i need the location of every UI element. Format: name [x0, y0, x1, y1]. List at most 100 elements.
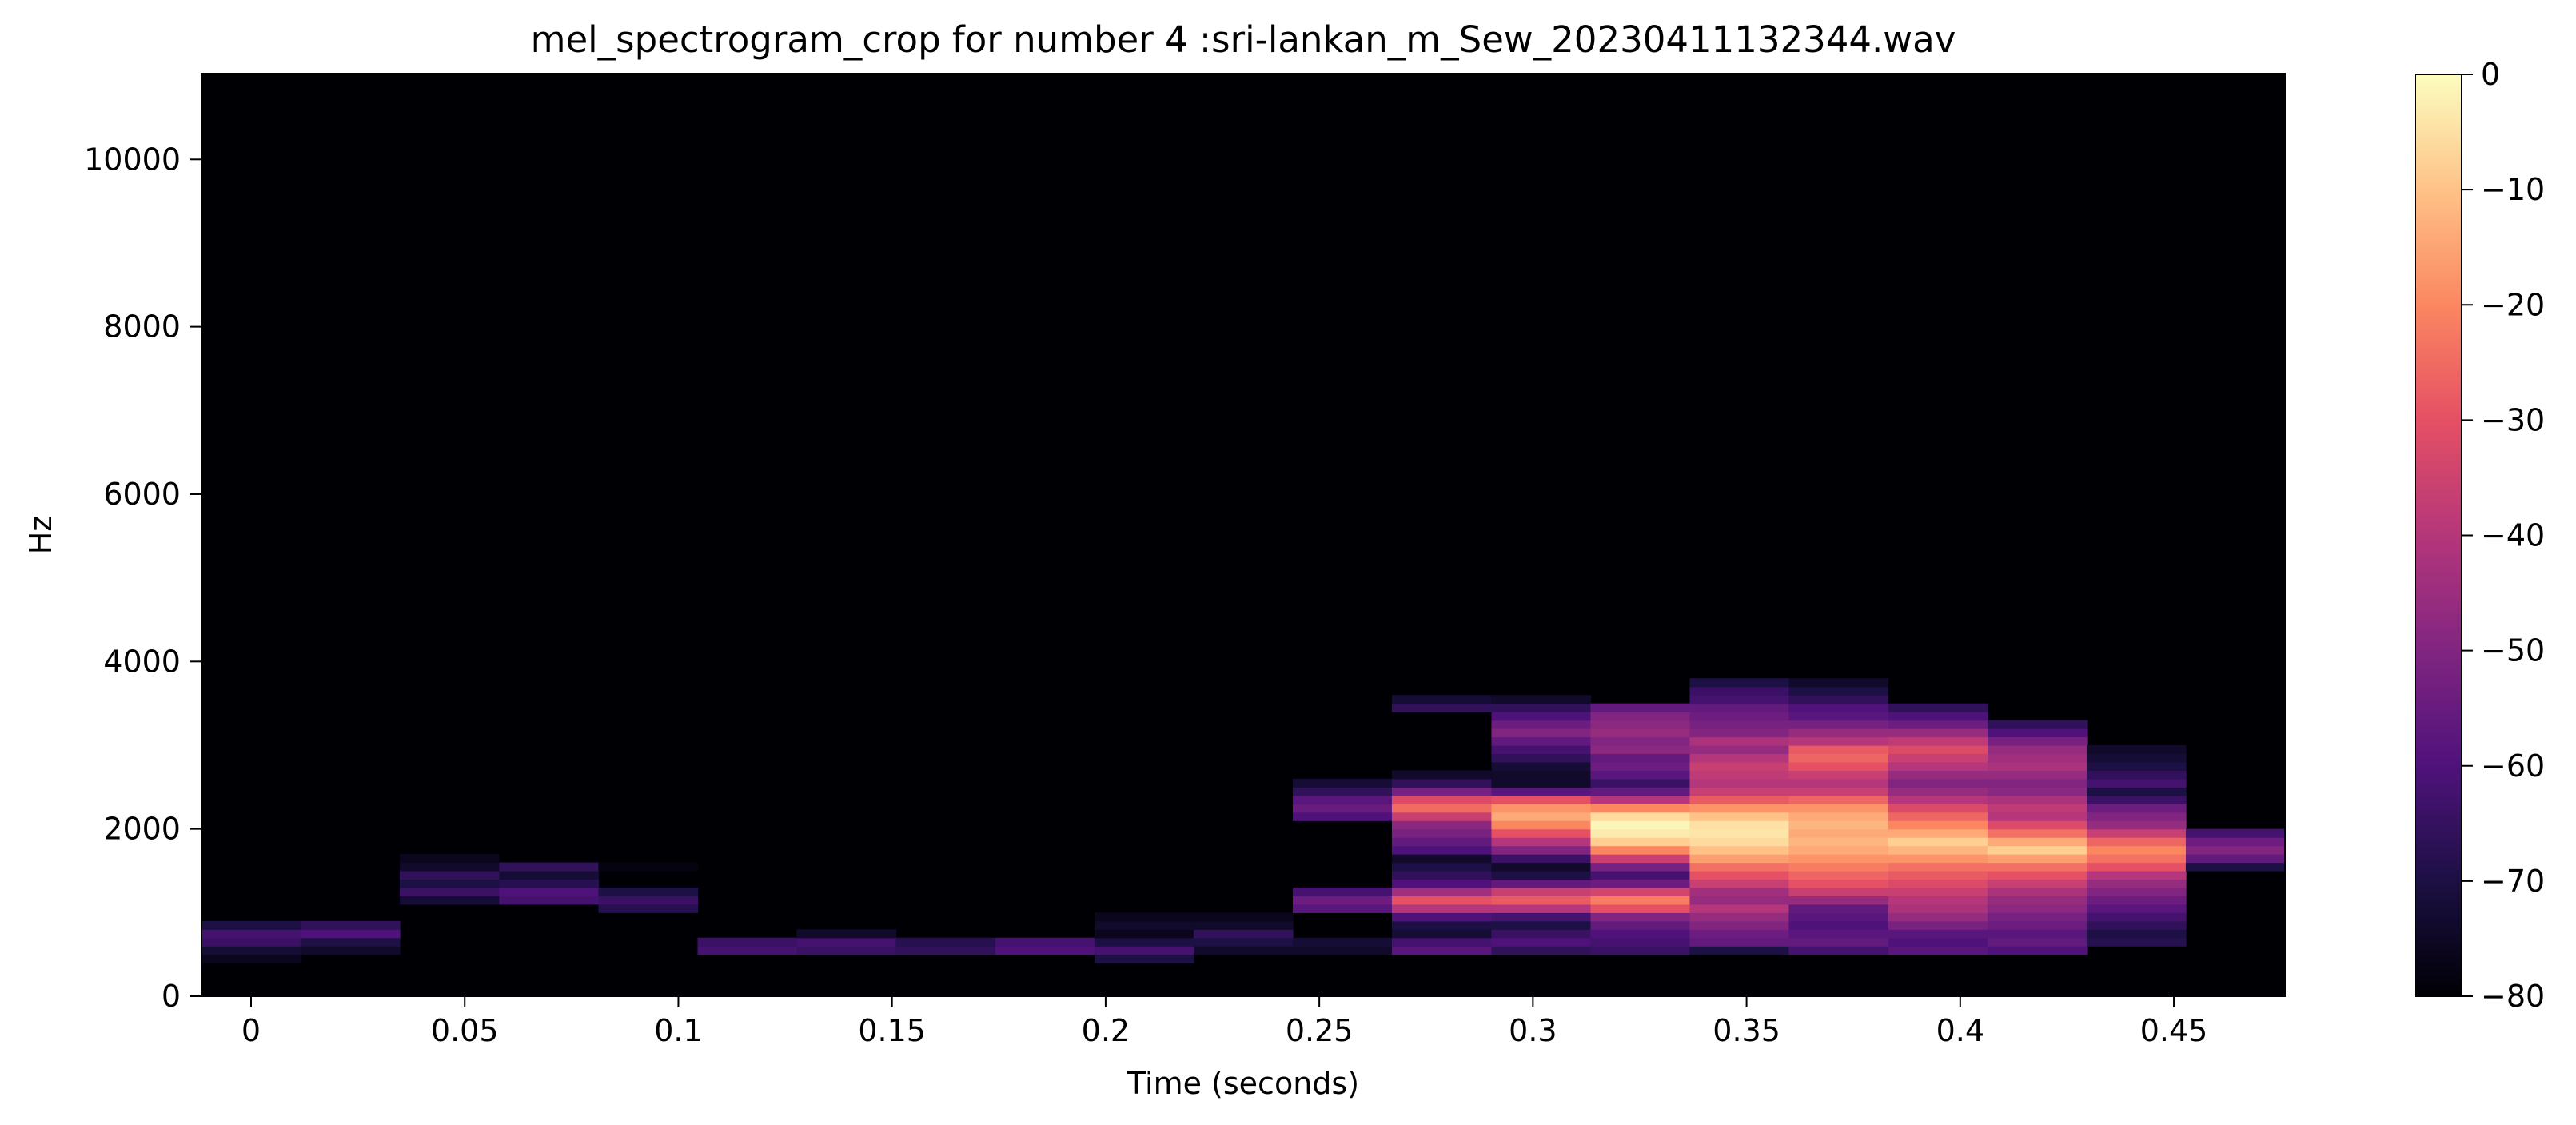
spectrogram-cell: [1193, 912, 1294, 922]
spectrogram-cell: [1491, 862, 1592, 872]
spectrogram-cell: [1590, 879, 1691, 888]
spectrogram-cell: [1391, 904, 1492, 913]
spectrogram-cell: [1391, 828, 1492, 838]
spectrogram-cell: [1888, 837, 1988, 847]
spectrogram-cell: [1689, 736, 1790, 746]
spectrogram-cell: [1590, 753, 1691, 763]
spectrogram-cell: [1391, 870, 1492, 880]
spectrogram-cell: [1987, 904, 2088, 913]
spectrogram-cell: [1788, 912, 1889, 922]
spectrogram-cell: [1689, 912, 1790, 922]
spectrogram-cell: [1788, 828, 1889, 838]
spectrogram-cell: [1689, 703, 1790, 712]
spectrogram-cell: [1590, 787, 1691, 796]
spectrogram-cell: [1987, 753, 2088, 763]
spectrogram-cell: [1788, 695, 1889, 704]
y-tick-label: 4000: [103, 644, 181, 679]
spectrogram-cell: [1788, 904, 1889, 913]
spectrogram-cell: [1491, 761, 1592, 771]
spectrogram-cell: [1491, 896, 1592, 905]
spectrogram-cell: [995, 946, 1095, 955]
spectrogram-cell: [1391, 845, 1492, 855]
colorbar-tick-label: −60: [2481, 748, 2545, 784]
spectrogram-cell: [1788, 929, 1889, 939]
colorbar-tick-label: −30: [2481, 402, 2545, 437]
colorbar-tick-label: −20: [2481, 287, 2545, 322]
spectrogram-cell: [1788, 736, 1889, 746]
spectrogram-cell: [1788, 728, 1889, 738]
spectrogram-cell: [1689, 920, 1790, 930]
spectrogram-cell: [1491, 728, 1592, 738]
spectrogram-cell: [1888, 804, 1988, 813]
colorbar: 0 −10 −20 −30 −40 −50 −60 −70 −80: [2415, 57, 2545, 1014]
spectrogram-cell: [1888, 946, 1988, 955]
spectrogram-cell: [1590, 720, 1691, 729]
spectrogram-cell: [1590, 920, 1691, 930]
spectrogram-cell: [1788, 787, 1889, 796]
spectrogram-cell: [2086, 828, 2187, 838]
spectrogram-cell: [1987, 828, 2088, 838]
spectrogram-cell: [1689, 744, 1790, 755]
spectrogram-cell: [300, 929, 401, 939]
spectrogram-cell: [201, 920, 301, 930]
spectrogram-cell: [1391, 862, 1492, 872]
x-tick-label: 0.2: [1082, 1013, 1130, 1048]
spectrogram-cell: [1788, 720, 1889, 729]
spectrogram-cell: [1391, 854, 1492, 864]
spectrogram-cell: [1689, 686, 1790, 696]
spectrogram-cell: [2086, 896, 2187, 905]
spectrogram-cell: [1987, 804, 2088, 813]
spectrogram-cell: [1788, 937, 1889, 947]
spectrogram-cell: [1590, 828, 1691, 838]
spectrogram-cell: [796, 946, 897, 955]
spectrogram-cell: [1788, 761, 1889, 771]
spectrogram-cell: [1491, 787, 1592, 796]
spectrogram-cell: [1987, 937, 2088, 947]
spectrogram-cell: [1689, 862, 1790, 872]
spectrogram-cell: [1491, 887, 1592, 896]
spectrogram-cell: [1491, 703, 1592, 712]
spectrogram-cell: [201, 954, 301, 963]
spectrogram-cell: [399, 854, 500, 864]
spectrogram-cell: [499, 896, 600, 905]
spectrogram-cell: [1292, 812, 1393, 821]
spectrogram-cell: [1788, 712, 1889, 721]
spectrogram-cell: [1888, 795, 1988, 804]
spectrogram-cell: [2185, 837, 2285, 847]
spectrogram-cell: [1689, 712, 1790, 721]
spectrogram-cell: [796, 929, 897, 939]
spectrogram-cell: [1788, 753, 1889, 763]
spectrogram-cell: [2086, 787, 2187, 796]
spectrogram-cell: [1888, 854, 1988, 864]
spectrogram-cell: [499, 887, 600, 896]
spectrogram-cell: [1689, 828, 1790, 838]
spectrogram-cell: [1094, 912, 1194, 922]
spectrogram-cell: [1590, 761, 1691, 771]
spectrogram-cell: [1391, 920, 1492, 930]
spectrogram-cell: [1590, 712, 1691, 721]
spectrogram-cell: [499, 879, 600, 888]
spectrogram-cell: [1888, 904, 1988, 913]
spectrogram-cell: [2086, 929, 2187, 939]
spectrogram-cell: [2185, 854, 2285, 864]
spectrogram-cell: [2086, 804, 2187, 813]
spectrogram-cell: [1987, 736, 2088, 746]
spectrogram-cell: [1987, 845, 2088, 855]
spectrogram-cell: [1689, 870, 1790, 880]
spectrogram-cell: [1391, 879, 1492, 888]
spectrogram-cell: [1491, 879, 1592, 888]
spectrogram-cell: [1391, 787, 1492, 796]
spectrogram-cell: [1788, 744, 1889, 755]
spectrogram-cell: [598, 862, 699, 872]
spectrogram-cell: [1491, 837, 1592, 847]
spectrogram-cell: [1689, 761, 1790, 771]
spectrogram-cell: [2185, 862, 2285, 872]
spectrogram-cell: [1292, 887, 1393, 896]
spectrogram-cell: [1590, 912, 1691, 922]
spectrogram-cell: [1987, 812, 2088, 821]
x-tick-label: 0.25: [1286, 1013, 1354, 1048]
spectrogram-cell: [1491, 712, 1592, 721]
spectrogram-cell: [1292, 795, 1393, 804]
spectrogram-cell: [399, 887, 500, 896]
spectrogram-cell: [1888, 787, 1988, 796]
